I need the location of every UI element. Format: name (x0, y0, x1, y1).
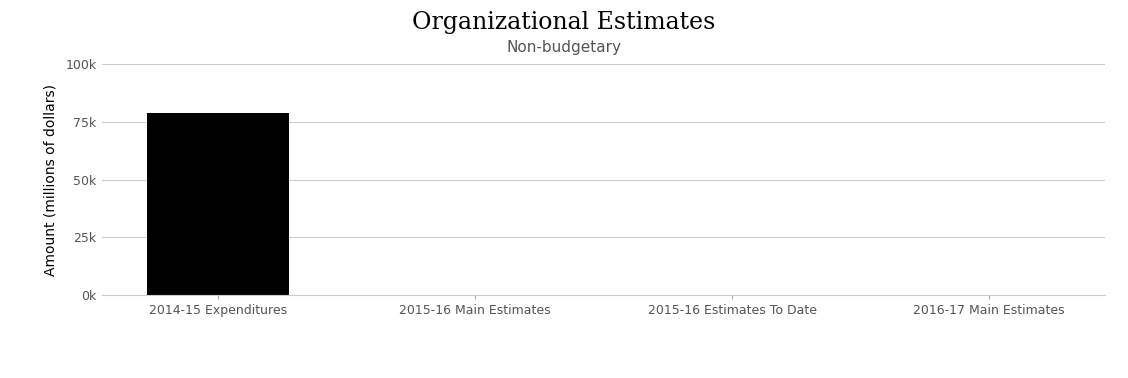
Bar (147, 113, 289, 295)
Text: Non-budgetary: Non-budgetary (506, 40, 622, 55)
Text: Organizational Estimates: Organizational Estimates (413, 11, 715, 34)
Y-axis label: Amount (millions of dollars): Amount (millions of dollars) (43, 84, 58, 276)
